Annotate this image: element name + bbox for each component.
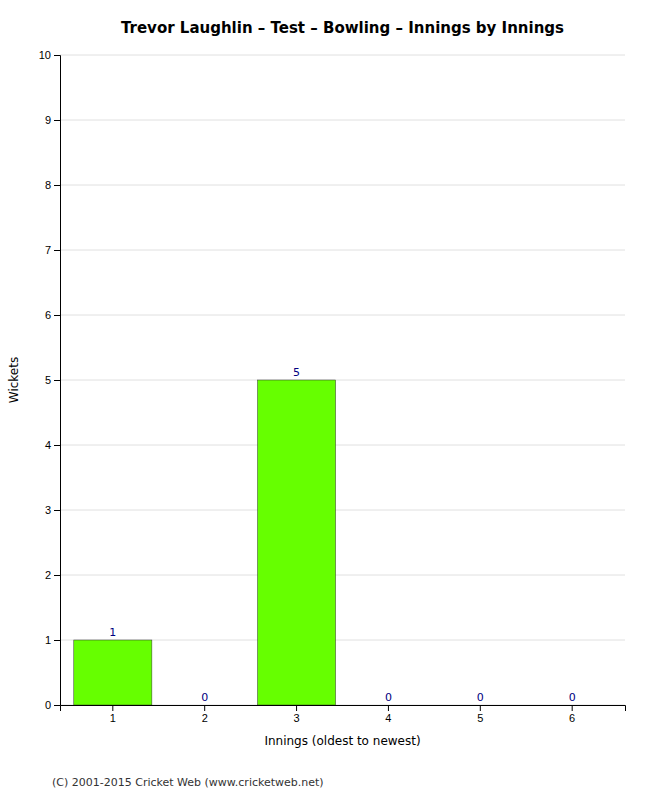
y-tick: 6 — [45, 309, 60, 321]
y-tick-mark — [54, 120, 60, 121]
y-tick: 8 — [45, 179, 60, 191]
x-tick-mark — [204, 705, 205, 711]
x-axis-title: Innings (oldest to newest) — [264, 734, 420, 748]
bar — [349, 705, 427, 706]
y-tick: 9 — [45, 114, 60, 126]
y-tick-label: 3 — [45, 504, 51, 516]
y-axis: 0 1 2 3 4 5 6 7 8 9 10 — [39, 49, 61, 711]
grid-line — [60, 445, 625, 446]
y-tick-label: 7 — [45, 244, 51, 256]
x-tick-label: 5 — [477, 712, 483, 724]
bars — [74, 380, 336, 705]
bar — [533, 705, 611, 706]
bar — [258, 380, 336, 705]
x-tick-label: 6 — [569, 712, 575, 724]
x-tick-label: 2 — [202, 712, 208, 724]
y-tick-label: 5 — [45, 374, 51, 386]
x-tick-mark — [480, 705, 481, 711]
grid — [60, 55, 625, 705]
data-labels: 105000 — [109, 366, 575, 704]
y-tick: 2 — [45, 569, 60, 581]
y-tick-mark — [54, 55, 60, 56]
data-label: 1 — [109, 626, 116, 639]
y-tick-mark — [54, 705, 60, 706]
y-tick-mark — [54, 510, 60, 511]
y-tick-label: 8 — [45, 179, 51, 191]
x-tick-mark — [112, 705, 113, 711]
y-tick-mark — [54, 445, 60, 446]
y-axis-title: Wickets — [7, 357, 21, 403]
y-tick: 0 — [45, 699, 60, 711]
y-axis-line — [54, 56, 61, 706]
grid-line — [60, 185, 625, 186]
x-tick: 4 — [385, 705, 391, 724]
x-tick: 3 — [294, 705, 300, 724]
y-tick-mark — [54, 315, 60, 316]
x-tick-label: 1 — [110, 712, 116, 724]
bar — [74, 640, 152, 705]
x-tick-mark — [296, 705, 297, 711]
bar — [166, 705, 244, 706]
y-tick: 10 — [39, 49, 60, 61]
data-label: 0 — [569, 691, 576, 704]
y-tick: 5 — [45, 374, 60, 386]
x-tick: 1 — [110, 705, 116, 724]
grid-line — [60, 380, 625, 381]
x-tick: 5 — [477, 705, 483, 724]
footer: (C) 2001-2015 Cricket Web (www.cricketwe… — [52, 776, 324, 789]
grid-line — [60, 510, 625, 511]
x-tick-mark — [388, 705, 389, 711]
y-tick-label: 4 — [45, 439, 51, 451]
x-axis-line — [61, 706, 626, 712]
y-tick-label: 1 — [45, 634, 51, 646]
plot: 012345678910123456105000 — [39, 49, 626, 724]
y-tick-label: 10 — [39, 49, 51, 61]
data-label: 0 — [385, 691, 392, 704]
y-tick-label: 0 — [45, 699, 51, 711]
chart: 012345678910123456105000Trevor Laughlin … — [0, 0, 650, 800]
y-tick-mark — [54, 640, 60, 641]
y-tick: 4 — [45, 439, 60, 451]
x-tick-label: 3 — [294, 712, 300, 724]
y-tick: 7 — [45, 244, 60, 256]
y-tick-mark — [54, 380, 60, 381]
y-tick: 3 — [45, 504, 60, 516]
y-tick-mark — [54, 185, 60, 186]
grid-line — [60, 55, 625, 56]
grid-line — [60, 575, 625, 576]
y-tick-mark — [54, 575, 60, 576]
data-label: 0 — [201, 691, 208, 704]
grid-line — [60, 120, 625, 121]
title: Trevor Laughlin – Test – Bowling – Innin… — [121, 19, 564, 37]
x-tick-mark — [572, 705, 573, 711]
y-tick: 1 — [45, 634, 60, 646]
x-tick-label: 4 — [385, 712, 391, 724]
data-label: 5 — [293, 366, 300, 379]
x-axis: 1 2 3 4 5 6 — [61, 705, 626, 724]
grid-line — [60, 315, 625, 316]
bar — [441, 705, 519, 706]
x-tick: 2 — [202, 705, 208, 724]
x-tick: 6 — [569, 705, 575, 724]
y-tick-label: 9 — [45, 114, 51, 126]
y-tick-label: 6 — [45, 309, 51, 321]
y-tick-mark — [54, 250, 60, 251]
grid-line — [60, 250, 625, 251]
data-label: 0 — [477, 691, 484, 704]
y-tick-label: 2 — [45, 569, 51, 581]
